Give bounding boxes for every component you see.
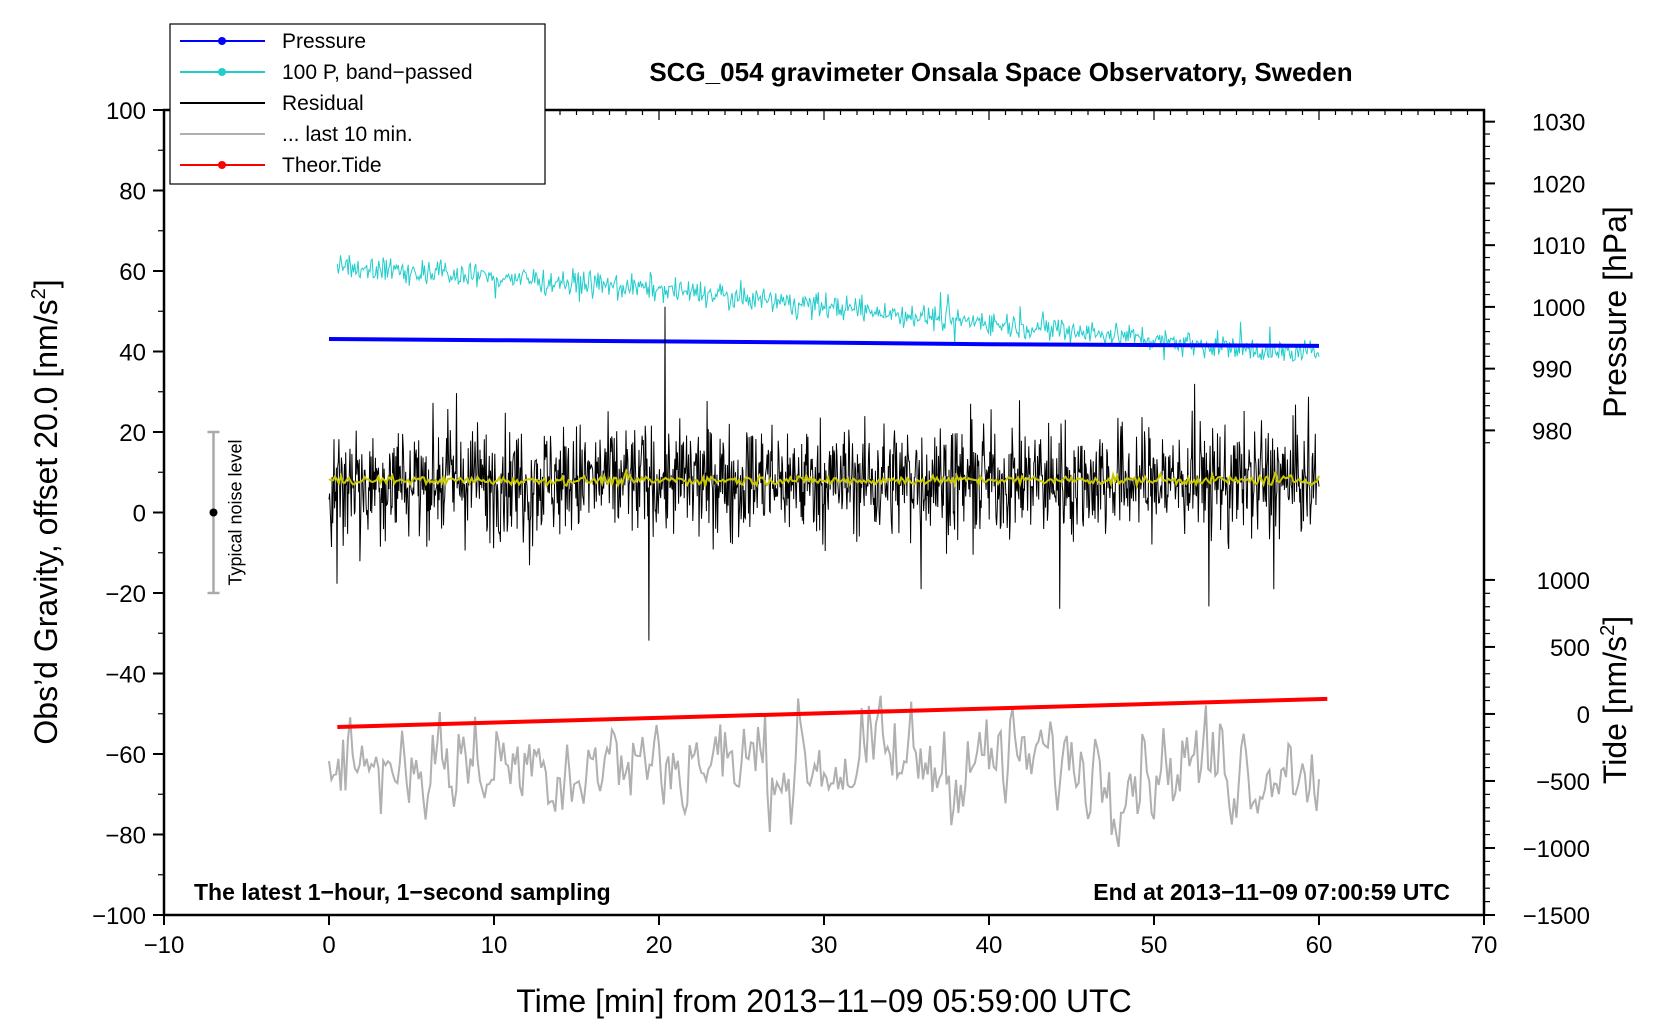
- x-tick-label: 30: [811, 932, 838, 959]
- x-axis: −10 0 10 20 30 40 50 60 70: [144, 915, 1498, 959]
- series-bandpassed-pressure: [336, 255, 1320, 363]
- x-tick-label: 10: [481, 932, 508, 959]
- tide-axis-title-suffix: ]: [1597, 616, 1633, 625]
- x-tick-label: 60: [1306, 932, 1333, 959]
- tide-tick-label: 0: [1577, 702, 1590, 729]
- x-tick-label: 40: [976, 932, 1003, 959]
- y-tick-label: 100: [106, 98, 146, 125]
- series-residual-smoothed: [328, 467, 1320, 490]
- tide-tick-label: 500: [1550, 635, 1590, 662]
- legend-label: Residual: [282, 92, 364, 115]
- x-tick-label: 70: [1471, 932, 1498, 959]
- y-tick-label: 20: [119, 420, 146, 447]
- y-axis-title-sup: 2: [28, 288, 50, 299]
- y-tick-label: −40: [105, 662, 146, 689]
- legend-label: Pressure: [282, 30, 366, 53]
- series-residual: [328, 306, 1320, 641]
- tide-tick-label: −1000: [1523, 836, 1590, 863]
- legend-items: Pressure 100 P, band−passed Residual ... la…: [180, 30, 473, 177]
- pressure-tick-label: 1010: [1532, 233, 1585, 260]
- noise-marker: [207, 430, 220, 595]
- tide-tick-label: 1000: [1537, 568, 1590, 595]
- pressure-axis-title: Pressure [hPa]: [1597, 206, 1633, 418]
- y-axis: −100 −80 −60 −40 −20 0 20 40 60 80 100: [92, 98, 164, 930]
- legend: Pressure 100 P, band−passed Residual ... la…: [169, 23, 546, 185]
- tide-tick-label: −1500: [1523, 903, 1590, 930]
- legend-label: 100 P, band−passed: [282, 61, 473, 84]
- y-tick-label: −100: [92, 903, 146, 930]
- tide-axis-title-text: Tide [nm/s: [1597, 636, 1633, 784]
- x-tick-label: 0: [322, 932, 335, 959]
- y-tick-label: −60: [105, 742, 146, 769]
- legend-label: Theor.Tide: [282, 154, 382, 177]
- y-axis-title: Obs’d Gravity, offset 20.0 [nm/s2]: [28, 279, 64, 744]
- series-layer: [328, 255, 1328, 847]
- tide-axis: −1500 −1000 −500 0 500 1000: [1484, 568, 1590, 930]
- y-tick-label: 60: [119, 259, 146, 286]
- tide-axis-title: Tide [nm/s2]: [1597, 616, 1633, 784]
- series-pressure: [328, 337, 1320, 348]
- pressure-tick-label: 1030: [1532, 110, 1585, 137]
- chart-title: SCG_054 gravimeter Onsala Space Observat…: [649, 57, 1352, 87]
- y-axis-title-text: Obs’d Gravity, offset 20.0 [nm/s: [28, 299, 64, 744]
- legend-label: ... last 10 min.: [282, 123, 413, 146]
- series-last-10-min: [328, 695, 1320, 847]
- legend-marker: [218, 161, 226, 169]
- y-tick-label: −20: [105, 581, 146, 608]
- pressure-tick-label: 1020: [1532, 171, 1585, 198]
- x-axis-title: Time [min] from 2013−11−09 05:59:00 UTC: [516, 983, 1131, 1019]
- y-tick-label: 0: [133, 501, 146, 528]
- x-tick-label: 20: [646, 932, 673, 959]
- tide-axis-title-sup: 2: [1597, 625, 1619, 636]
- note-left: The latest 1−hour, 1−second sampling: [194, 879, 611, 905]
- pressure-tick-label: 990: [1532, 357, 1572, 384]
- legend-marker: [218, 68, 226, 76]
- y-axis-title-suffix: ]: [28, 279, 64, 288]
- y-tick-label: 40: [119, 340, 146, 367]
- y-tick-label: 80: [119, 179, 146, 206]
- tide-tick-label: −500: [1536, 769, 1590, 796]
- pressure-tick-label: 980: [1532, 418, 1572, 445]
- y-tick-label: −80: [105, 823, 146, 850]
- pressure-tick-label: 1000: [1532, 295, 1585, 322]
- note-right: End at 2013−11−09 07:00:59 UTC: [1093, 879, 1450, 905]
- noise-center-dot: [209, 508, 218, 517]
- series-theor-tide: [337, 696, 1328, 729]
- pressure-axis: 980 990 1000 1010 1020 1030: [1484, 110, 1585, 445]
- x-tick-label: −10: [144, 932, 185, 959]
- legend-marker: [218, 37, 226, 45]
- x-tick-label: 50: [1141, 932, 1168, 959]
- noise-marker-label: Typical noise level: [226, 439, 246, 585]
